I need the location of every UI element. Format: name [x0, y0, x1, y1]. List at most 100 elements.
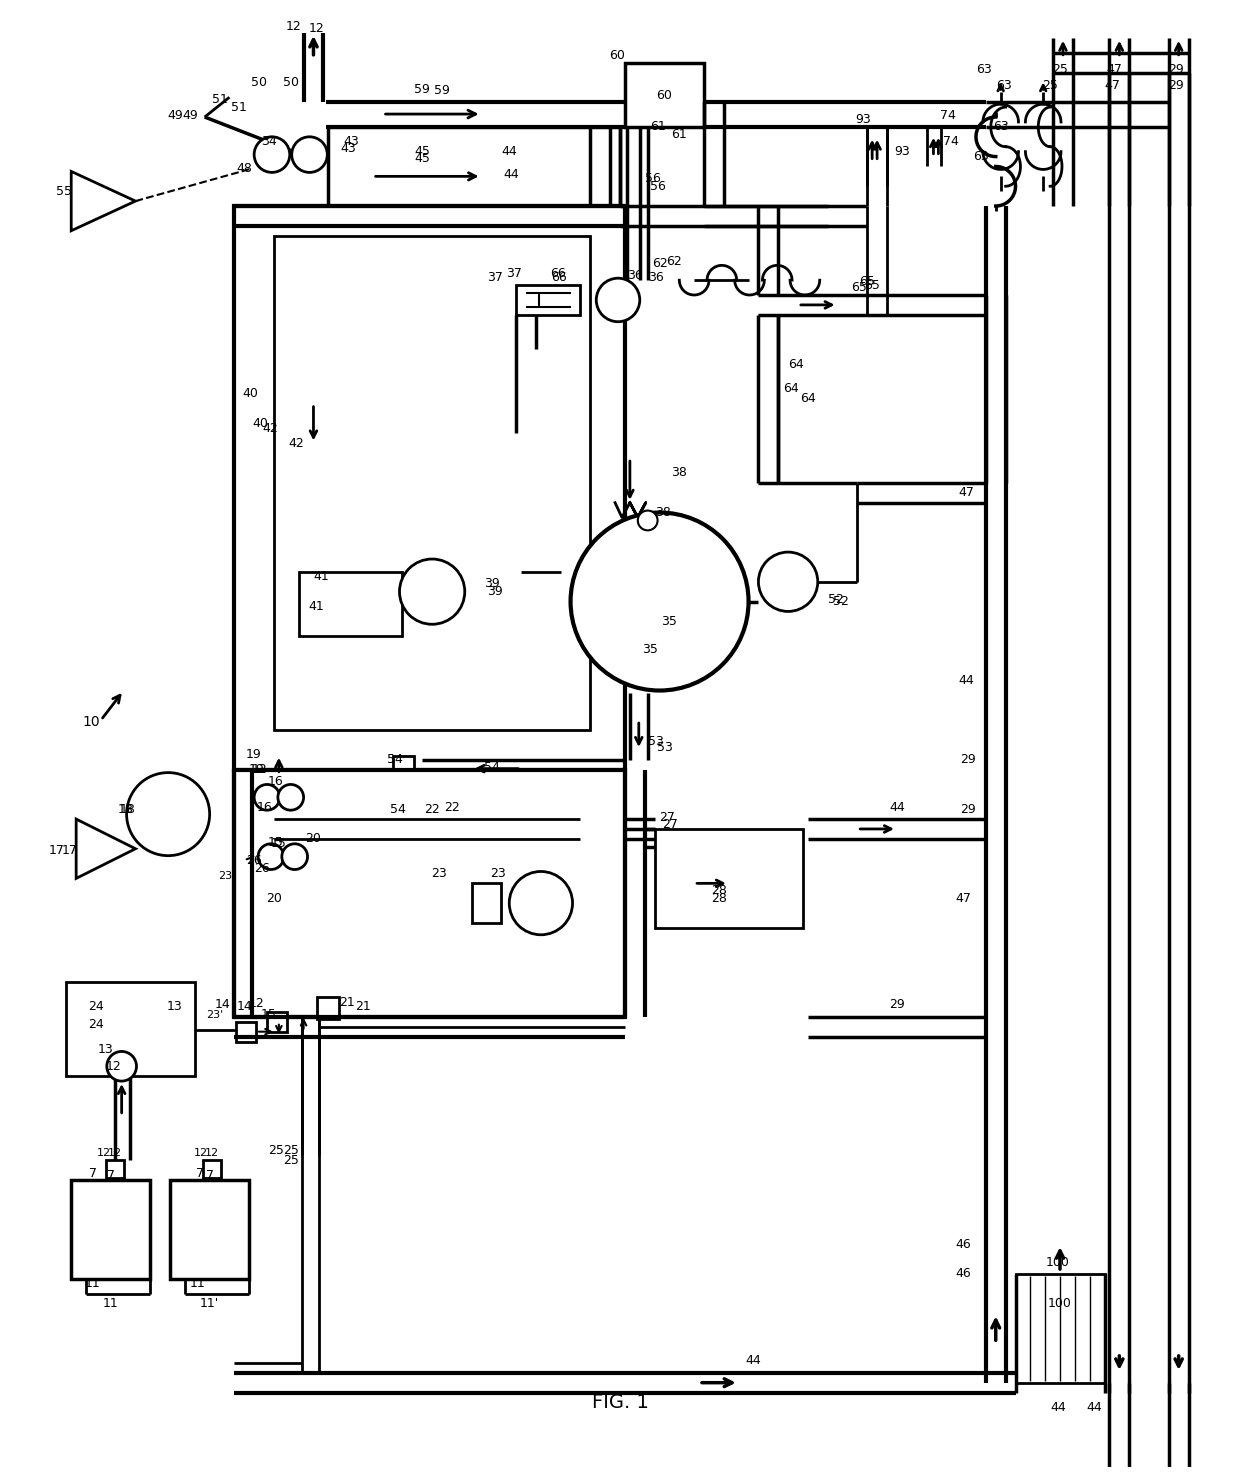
Text: 35: 35: [661, 615, 677, 628]
Text: 23': 23': [206, 1010, 223, 1019]
Text: 44: 44: [1086, 1401, 1102, 1415]
Text: 52: 52: [827, 593, 843, 606]
Text: 35: 35: [642, 643, 657, 655]
Text: 19: 19: [246, 748, 262, 761]
Text: 47: 47: [1105, 78, 1121, 91]
Text: 56: 56: [645, 171, 661, 184]
Text: 65: 65: [864, 279, 880, 292]
Text: 21: 21: [340, 996, 355, 1009]
Text: 38: 38: [671, 466, 687, 479]
Circle shape: [637, 510, 657, 531]
Bar: [516, 285, 580, 314]
Polygon shape: [501, 562, 521, 581]
Text: 25: 25: [1052, 63, 1068, 77]
Text: 34: 34: [262, 136, 277, 149]
Text: 64: 64: [789, 358, 804, 370]
Text: 56: 56: [650, 180, 666, 193]
Text: 52: 52: [832, 594, 848, 608]
Text: 93: 93: [856, 112, 870, 125]
Text: 48: 48: [237, 162, 252, 176]
Text: 39: 39: [484, 577, 500, 590]
Text: 29: 29: [960, 802, 976, 816]
Text: 17: 17: [61, 844, 77, 857]
Text: 12: 12: [108, 1149, 122, 1158]
Text: 25: 25: [1042, 78, 1058, 91]
Text: 12: 12: [193, 1149, 208, 1158]
Text: 64: 64: [800, 392, 816, 406]
Text: 22: 22: [424, 802, 440, 816]
Text: 20: 20: [305, 832, 321, 845]
Text: 12: 12: [105, 1059, 122, 1072]
Bar: [105, 1161, 124, 1179]
Circle shape: [281, 844, 308, 869]
Text: 42: 42: [262, 422, 278, 435]
Text: 12: 12: [205, 1149, 218, 1158]
Text: 36: 36: [647, 271, 663, 283]
Text: 50: 50: [250, 75, 267, 88]
Text: 12: 12: [248, 997, 264, 1010]
Text: 46: 46: [955, 1267, 971, 1280]
Text: 41: 41: [309, 600, 325, 614]
Text: 16: 16: [257, 801, 272, 814]
Text: 47: 47: [1106, 63, 1122, 77]
Text: 66: 66: [551, 271, 567, 283]
Text: 45: 45: [414, 145, 430, 158]
Text: 65: 65: [852, 280, 867, 294]
Bar: [234, 207, 625, 770]
Text: 61: 61: [671, 128, 687, 142]
Text: 44: 44: [1050, 1401, 1066, 1415]
Circle shape: [291, 137, 327, 173]
Text: 15: 15: [268, 836, 284, 850]
Text: 62: 62: [652, 257, 667, 270]
Text: 28: 28: [711, 892, 727, 904]
Text: 47: 47: [955, 892, 971, 904]
Text: 44: 44: [745, 1354, 761, 1367]
Polygon shape: [71, 171, 135, 230]
Text: 54: 54: [387, 754, 403, 766]
Text: 18: 18: [119, 802, 135, 816]
Text: 38: 38: [655, 506, 671, 519]
Text: 12: 12: [97, 1149, 110, 1158]
Text: 13: 13: [167, 1000, 182, 1013]
Text: 20: 20: [267, 892, 281, 904]
Circle shape: [258, 844, 284, 869]
Bar: [471, 884, 501, 923]
Bar: [71, 1180, 150, 1279]
Text: 27: 27: [662, 817, 678, 830]
Text: 55: 55: [56, 184, 72, 198]
Text: 11: 11: [103, 1297, 119, 1310]
Text: 29: 29: [889, 999, 905, 1012]
Text: 44: 44: [503, 168, 520, 181]
Text: 23: 23: [432, 867, 446, 881]
Text: 11': 11': [190, 1277, 210, 1291]
Text: 10: 10: [82, 715, 99, 729]
Text: 11': 11': [200, 1297, 219, 1310]
Circle shape: [596, 279, 640, 322]
Text: 100: 100: [1047, 1255, 1070, 1268]
Text: 7: 7: [196, 1167, 203, 1180]
Bar: [625, 62, 704, 127]
Text: 51: 51: [212, 93, 227, 106]
Text: 44: 44: [889, 801, 905, 814]
Text: 63: 63: [996, 78, 1012, 91]
Text: 60: 60: [609, 49, 625, 62]
Text: 37: 37: [506, 267, 522, 280]
Text: 25: 25: [283, 1143, 299, 1156]
Circle shape: [570, 512, 749, 690]
Text: 7: 7: [89, 1167, 97, 1180]
Text: 29: 29: [1168, 63, 1184, 77]
Text: 19: 19: [248, 763, 264, 776]
Circle shape: [107, 1052, 136, 1081]
Text: 24: 24: [88, 1018, 104, 1031]
Text: 63: 63: [976, 63, 992, 77]
Circle shape: [278, 785, 304, 810]
Text: 40: 40: [242, 388, 258, 400]
Text: 53: 53: [647, 736, 663, 748]
Text: 15: 15: [262, 1009, 277, 1021]
Text: 18: 18: [118, 802, 134, 816]
Text: 43: 43: [343, 136, 358, 149]
Text: 63: 63: [973, 150, 988, 164]
Text: 74: 74: [944, 136, 960, 149]
Text: 28: 28: [711, 884, 727, 897]
Text: 100: 100: [1048, 1297, 1071, 1310]
